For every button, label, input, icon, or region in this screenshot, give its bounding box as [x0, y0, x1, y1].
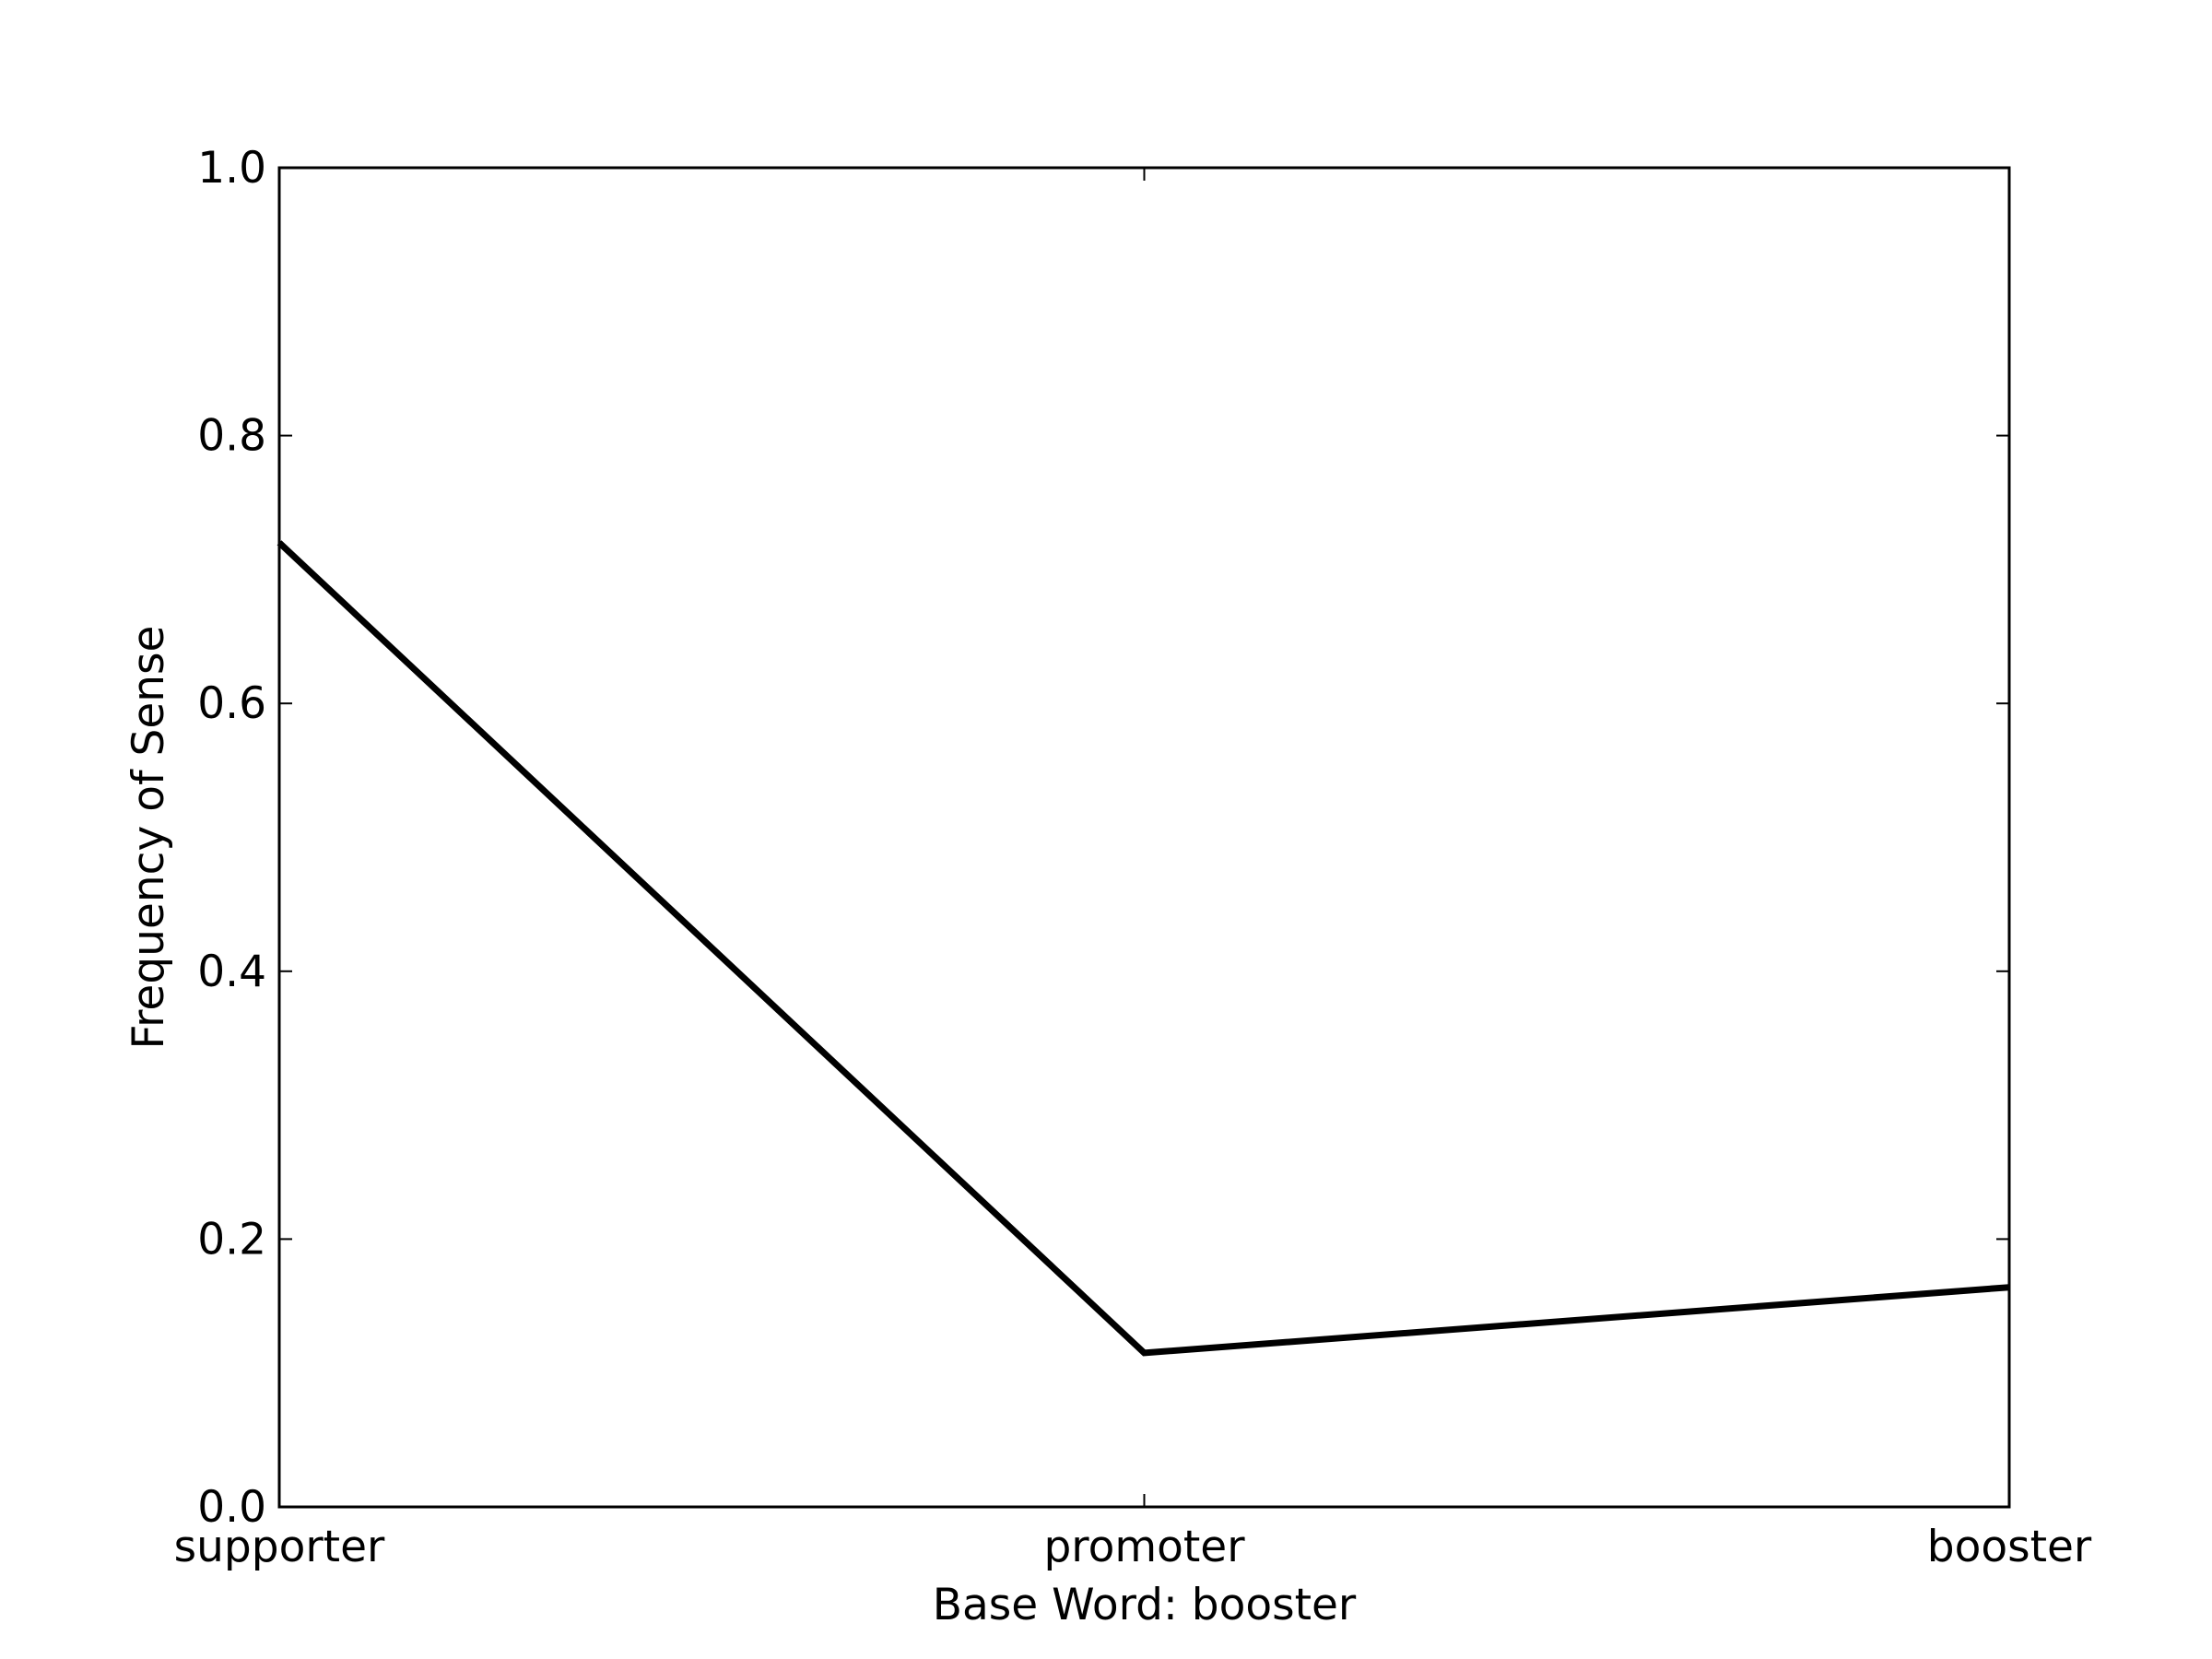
- y-tick-label: 0.6: [197, 678, 266, 729]
- x-tick-label: booster: [1927, 1522, 2092, 1572]
- y-axis-title: Frequency of Sense: [124, 626, 174, 1050]
- series-line: [276, 540, 2010, 1357]
- series-layer: [276, 540, 2010, 1357]
- tick-labels: 0.0 0.2 0.4 0.6 0.8 1.0 supporter promoter boost…: [174, 143, 2092, 1572]
- y-tick-label: 0.0: [197, 1482, 266, 1533]
- y-tick-label: 0.4: [197, 947, 266, 997]
- plot-frame: [277, 166, 2011, 1509]
- y-tick-label: 0.2: [197, 1214, 266, 1265]
- y-tick-label: 1.0: [197, 143, 266, 194]
- x-tick-label: promoter: [1043, 1522, 1245, 1572]
- y-tick-label: 0.8: [197, 411, 266, 462]
- x-axis-title: Base Word: booster: [933, 1580, 1357, 1630]
- x-tick-label: supporter: [174, 1522, 385, 1572]
